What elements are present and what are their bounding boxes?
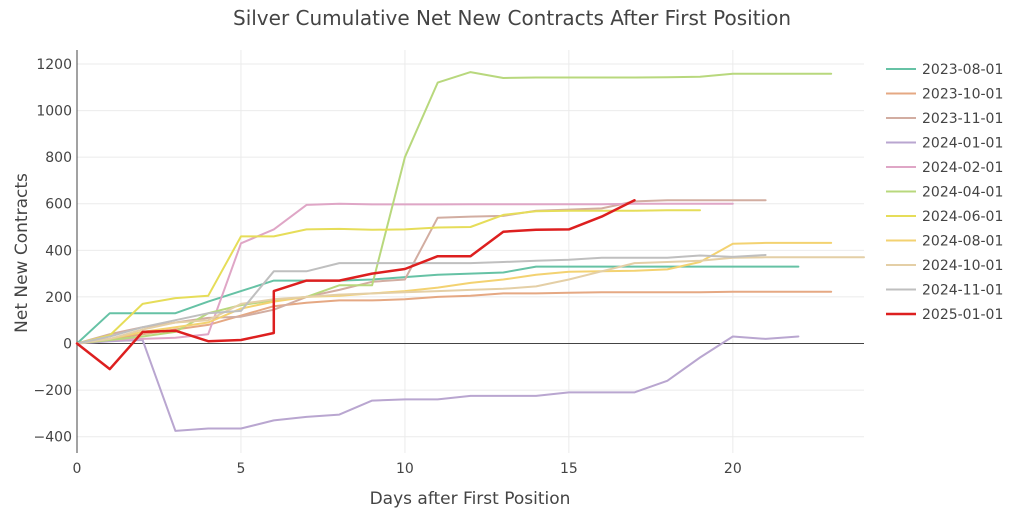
legend-label: 2024-01-01 xyxy=(922,136,1003,152)
legend-label: 2025-01-01 xyxy=(922,307,1003,323)
legend-item-2024-08-01[interactable]: 2024-08-01 xyxy=(886,234,1003,250)
legend-item-2023-11-01[interactable]: 2023-11-01 xyxy=(886,111,1003,127)
x-tick-label: 20 xyxy=(724,461,742,477)
legend-item-2024-10-01[interactable]: 2024-10-01 xyxy=(886,258,1003,274)
series-line-2024-04-01[interactable] xyxy=(76,71,833,345)
legend-item-2023-08-01[interactable]: 2023-08-01 xyxy=(886,62,1003,78)
legend-item-2025-01-01[interactable]: 2025-01-01 xyxy=(886,307,1003,323)
y-tick-label: −200 xyxy=(34,383,72,399)
legend-label: 2023-10-01 xyxy=(922,87,1003,103)
legend-item-2024-01-01[interactable]: 2024-01-01 xyxy=(886,136,1003,152)
legend-label: 2024-10-01 xyxy=(922,258,1003,274)
series-lines xyxy=(75,71,865,432)
chart-title: Silver Cumulative Net New Contracts Afte… xyxy=(233,6,791,30)
y-tick-label: 600 xyxy=(45,197,72,213)
legend-label: 2024-06-01 xyxy=(922,209,1003,225)
series-line-2024-08-01[interactable] xyxy=(76,241,833,345)
legend[interactable]: 2023-08-01 2023-10-01 2023-11-01 2024-01-01… xyxy=(886,62,1003,323)
legend-label: 2023-11-01 xyxy=(922,111,1003,127)
series-line-2025-01-01[interactable] xyxy=(75,199,636,371)
legend-item-2024-04-01[interactable]: 2024-04-01 xyxy=(886,185,1003,201)
y-tick-label: 200 xyxy=(45,290,72,306)
axes: −400 −200 0 200 400 600 800 1000 1200 0 5 10 15 20 xyxy=(34,50,864,477)
series-line-2024-01-01[interactable] xyxy=(76,335,800,432)
legend-label: 2024-08-01 xyxy=(922,234,1003,250)
y-tick-label: 400 xyxy=(45,243,72,259)
legend-item-2024-11-01[interactable]: 2024-11-01 xyxy=(886,283,1003,299)
x-tick-label: 15 xyxy=(560,461,578,477)
y-tick-label: 0 xyxy=(63,337,72,353)
series-line-2024-06-01[interactable] xyxy=(76,209,701,345)
x-tick-label: 10 xyxy=(396,461,414,477)
legend-item-2024-06-01[interactable]: 2024-06-01 xyxy=(886,209,1003,225)
y-tick-label: 1000 xyxy=(36,104,72,120)
x-tick-label: 0 xyxy=(73,461,82,477)
y-tick-label: −400 xyxy=(34,430,72,446)
legend-item-2024-02-01[interactable]: 2024-02-01 xyxy=(886,160,1003,176)
x-tick-label: 5 xyxy=(236,461,245,477)
series-line-2023-10-01[interactable] xyxy=(76,290,833,345)
legend-label: 2024-04-01 xyxy=(922,185,1003,201)
y-tick-label: 800 xyxy=(45,150,72,166)
series-line-2023-11-01[interactable] xyxy=(76,199,767,345)
y-axis-title: Net New Contracts xyxy=(12,173,32,333)
x-axis-title: Days after First Position xyxy=(370,489,571,509)
legend-label: 2024-11-01 xyxy=(922,283,1003,299)
legend-label: 2024-02-01 xyxy=(922,160,1003,176)
legend-label: 2023-08-01 xyxy=(922,62,1003,78)
y-tick-label: 1200 xyxy=(36,57,72,73)
series-line-2024-02-01[interactable] xyxy=(76,202,734,345)
legend-item-2023-10-01[interactable]: 2023-10-01 xyxy=(886,87,1003,103)
